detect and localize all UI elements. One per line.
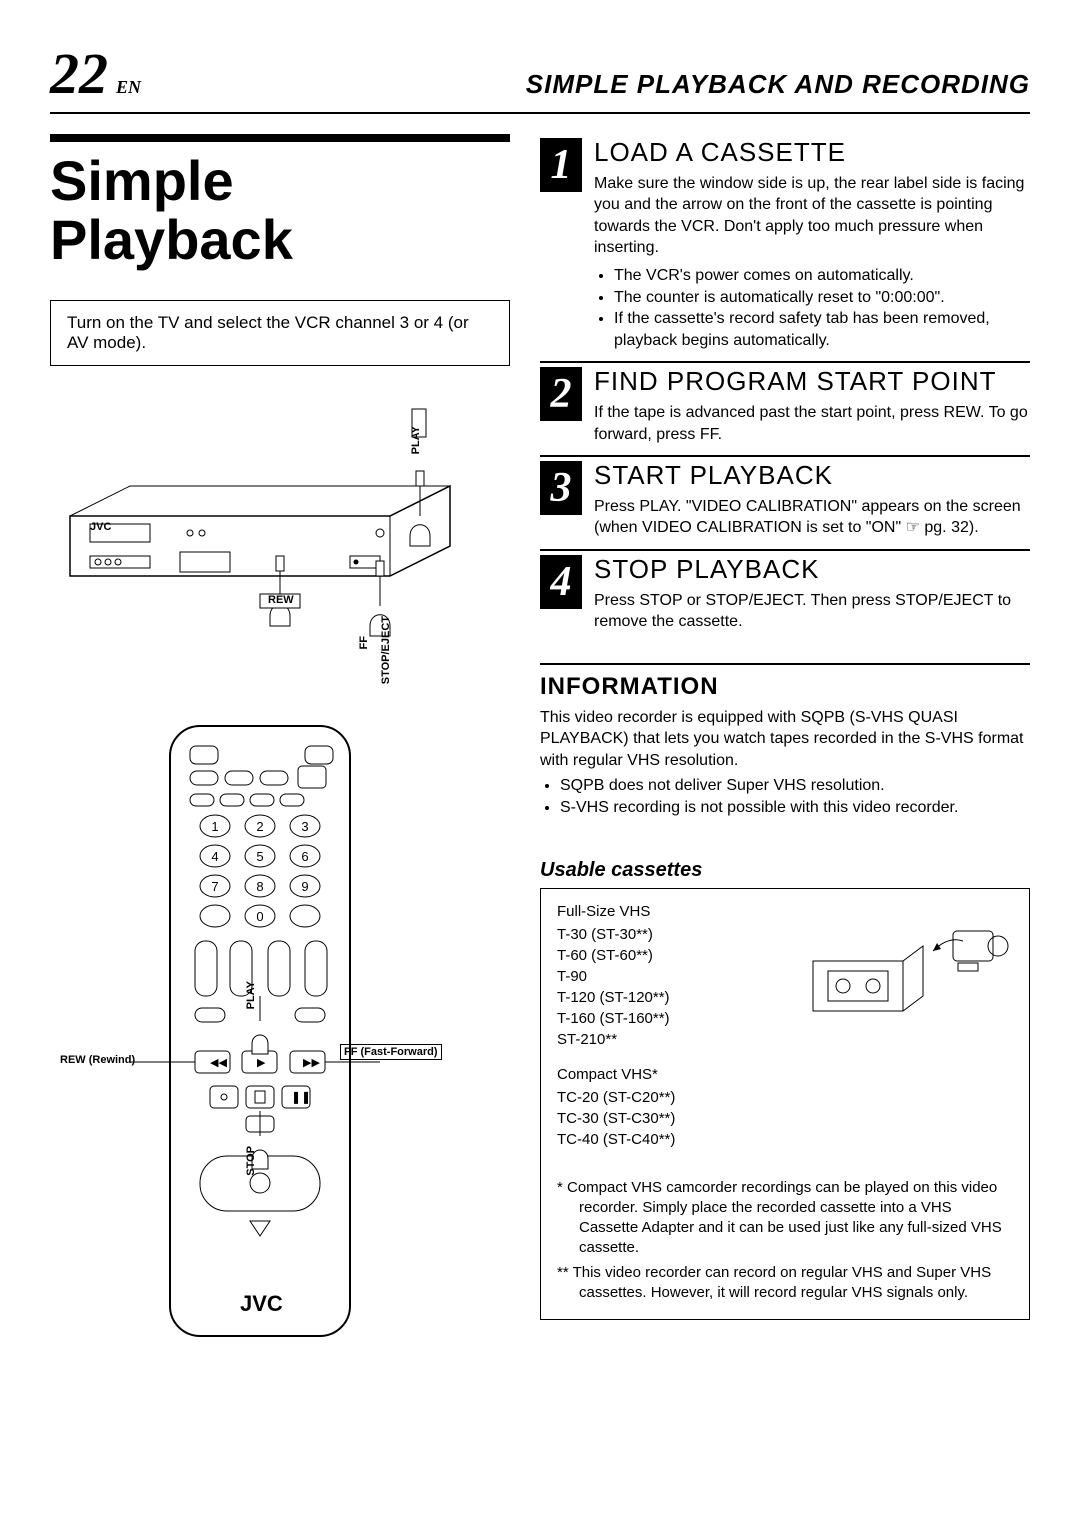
cassettes-title: Usable cassettes — [540, 859, 1030, 882]
section-title: Simple Playback — [50, 134, 510, 270]
step: 2 FIND PROGRAM START POINT If the tape is … — [540, 361, 1030, 445]
cassette-item: TC-40 (ST-C40**) — [557, 1129, 773, 1150]
vcr-brand-label: JVC — [90, 521, 111, 533]
vcr-ff-label: FF — [358, 636, 370, 649]
svg-text:6: 6 — [301, 849, 308, 864]
information-block: INFORMATION This video recorder is equip… — [540, 663, 1030, 819]
cassette-item: T-60 (ST-60**) — [557, 945, 773, 966]
svg-text:7: 7 — [211, 879, 218, 894]
cassettes-box: Full-Size VHS T-30 (ST-30**)T-60 (ST-60*… — [540, 888, 1030, 1321]
cassette-item: TC-20 (ST-C20**) — [557, 1087, 773, 1108]
footnote-1: * Compact VHS camcorder recordings can b… — [557, 1178, 1013, 1259]
step-number: 4 — [540, 555, 582, 609]
vcr-stopeject-label: STOP/EJECT — [380, 616, 392, 684]
cassette-compact-heading: Compact VHS* — [557, 1064, 773, 1085]
cassette-item: ST-210** — [557, 1029, 773, 1050]
step-bullet: If the cassette's record safety tab has … — [614, 308, 1030, 351]
cassette-compact-list: TC-20 (ST-C20**)TC-30 (ST-C30**)TC-40 (S… — [557, 1087, 773, 1150]
info-bullets: SQPB does not deliver Super VHS resoluti… — [540, 775, 1030, 818]
svg-text:5: 5 — [256, 849, 263, 864]
vcr-rew-label: REW — [268, 594, 294, 606]
steps-list: 1 LOAD A CASSETTE Make sure the window sid… — [540, 134, 1030, 633]
step-bullets: The VCR's power comes on automatically.T… — [594, 265, 1030, 351]
intro-box: Turn on the TV and select the VCR channe… — [50, 300, 510, 366]
cassette-item: T-120 (ST-120**) — [557, 987, 773, 1008]
step-title: STOP PLAYBACK — [594, 555, 1030, 584]
step: 4 STOP PLAYBACK Press STOP or STOP/EJECT. … — [540, 549, 1030, 633]
step-title: FIND PROGRAM START POINT — [594, 367, 1030, 396]
remote-brand-label: JVC — [240, 1291, 283, 1317]
svg-text:❚❚: ❚❚ — [291, 1090, 311, 1104]
cassette-item: T-90 — [557, 966, 773, 987]
footnote-2: ** This video recorder can record on reg… — [557, 1263, 1013, 1304]
svg-text:▶: ▶ — [257, 1057, 266, 1069]
info-title: INFORMATION — [540, 673, 1030, 701]
remote-diagram: 1 2 3 4 5 6 7 8 9 0 — [50, 716, 510, 1356]
header-title: SIMPLE PLAYBACK AND RECORDING — [141, 69, 1030, 100]
svg-text:0: 0 — [256, 909, 263, 924]
step-text: If the tape is advanced past the start p… — [594, 402, 1030, 445]
remote-play-label: PLAY — [245, 981, 257, 1009]
info-text: This video recorder is equipped with SQP… — [540, 707, 1030, 772]
page-number: 22 — [50, 40, 108, 107]
step-number: 2 — [540, 367, 582, 421]
cassette-item: TC-30 (ST-C30**) — [557, 1108, 773, 1129]
step-text: Press PLAY. "VIDEO CALIBRATION" appears … — [594, 496, 1030, 539]
cassette-item: T-30 (ST-30**) — [557, 924, 773, 945]
step-title: START PLAYBACK — [594, 461, 1030, 490]
svg-text:◀◀: ◀◀ — [210, 1057, 227, 1069]
step-bullet: The VCR's power comes on automatically. — [614, 265, 1030, 287]
svg-text:8: 8 — [256, 879, 263, 894]
remote-rew-label: REW (Rewind) — [60, 1054, 135, 1066]
cassette-item: T-160 (ST-160**) — [557, 1008, 773, 1029]
svg-text:3: 3 — [301, 819, 308, 834]
page-header: 22 EN SIMPLE PLAYBACK AND RECORDING — [50, 40, 1030, 114]
svg-text:4: 4 — [211, 849, 218, 864]
cassette-adapter-diagram — [793, 901, 1013, 1164]
vcr-play-label: PLAY — [410, 426, 422, 454]
svg-text:9: 9 — [301, 879, 308, 894]
cassette-full-heading: Full-Size VHS — [557, 901, 773, 922]
step-text: Press STOP or STOP/EJECT. Then press STO… — [594, 590, 1030, 633]
step-number: 3 — [540, 461, 582, 515]
step: 3 START PLAYBACK Press PLAY. "VIDEO CALIBR… — [540, 455, 1030, 539]
step: 1 LOAD A CASSETTE Make sure the window sid… — [540, 134, 1030, 351]
info-bullet: S-VHS recording is not possible with thi… — [560, 797, 1030, 819]
remote-ff-label: FF (Fast-Forward) — [340, 1044, 442, 1060]
cassette-full-list: T-30 (ST-30**)T-60 (ST-60**)T-90T-120 (S… — [557, 924, 773, 1050]
step-text: Make sure the window side is up, the rea… — [594, 173, 1030, 259]
step-title: LOAD A CASSETTE — [594, 138, 1030, 167]
step-number: 1 — [540, 138, 582, 192]
page-number-suffix: EN — [116, 77, 141, 98]
svg-text:1: 1 — [211, 819, 218, 834]
svg-text:▶▶: ▶▶ — [303, 1057, 320, 1069]
remote-stop-label: STOP — [245, 1146, 257, 1176]
info-bullet: SQPB does not deliver Super VHS resoluti… — [560, 775, 1030, 797]
cassette-footnotes: * Compact VHS camcorder recordings can b… — [557, 1178, 1013, 1304]
vcr-diagram: JVC REW FF STOP/EJECT PLAY — [50, 396, 510, 686]
svg-text:2: 2 — [256, 819, 263, 834]
step-bullet: The counter is automatically reset to "0… — [614, 287, 1030, 309]
